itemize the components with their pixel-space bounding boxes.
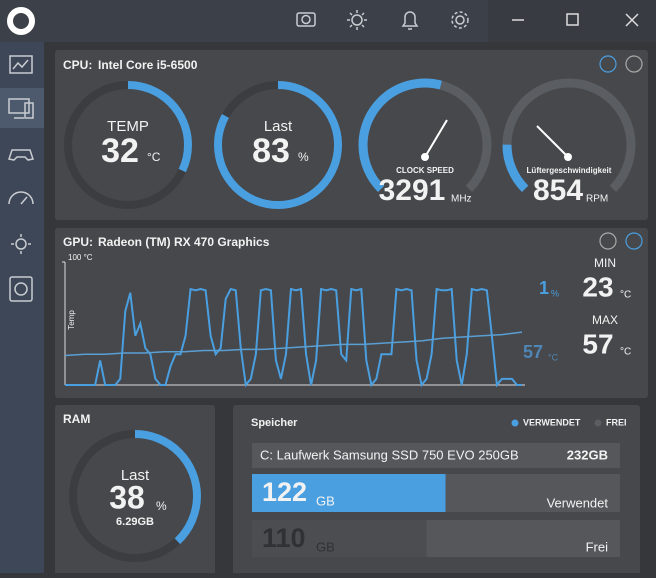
used-label: Verwendet (547, 495, 609, 510)
free-value: 110 (262, 523, 306, 553)
legend-label: VERWENDET (523, 417, 581, 427)
clock-hub (421, 153, 429, 161)
y-tick-label: 100 °C (68, 253, 93, 262)
nav-lighting[interactable] (11, 234, 31, 254)
graph-view-button[interactable] (625, 55, 643, 73)
fan-hub (564, 153, 572, 161)
legend-dot (594, 419, 602, 427)
y-axis-label: Temp (67, 310, 76, 330)
gauge-arc (69, 430, 201, 562)
legend-dot (511, 419, 519, 427)
nav-dashboard[interactable] (9, 55, 33, 74)
gauge-arc (214, 81, 342, 209)
free-label: Frei (586, 539, 609, 554)
camera-button[interactable] (296, 12, 316, 27)
current-temp: 57 (523, 342, 543, 362)
clock-title: CLOCK SPEED (396, 166, 454, 175)
fan-value: 854 (533, 174, 583, 207)
used-unit: GB (316, 493, 335, 508)
cpu-label: CPU: (63, 58, 92, 72)
min-label: MIN (594, 256, 616, 270)
gpu-label: GPU: (63, 235, 93, 249)
nav-pc[interactable] (8, 98, 34, 119)
current-temp-unit: °C (548, 352, 559, 362)
gpu-line (65, 287, 522, 388)
free-unit: GB (316, 539, 335, 554)
gpu-panel (55, 228, 648, 398)
fan-arc (502, 78, 636, 212)
load-unit: % (298, 150, 309, 164)
max-unit: °C (620, 347, 631, 358)
ram-label: RAM (63, 412, 90, 426)
drive-row (252, 443, 620, 468)
cpu-model: Intel Core i5-6500 (98, 58, 198, 72)
window-controls (488, 0, 656, 42)
nav-audio[interactable] (9, 276, 33, 302)
used-bar (252, 474, 446, 512)
nav-games[interactable] (8, 149, 34, 161)
logo (7, 7, 35, 35)
fan-unit: RPM (586, 194, 608, 205)
storage-title: Speicher (251, 417, 298, 429)
ram-unit: % (156, 499, 167, 513)
current-load: 1 (539, 278, 549, 298)
notifications-button[interactable] (401, 11, 419, 30)
legend-label: FREI (606, 417, 627, 427)
temp-unit: °C (147, 150, 161, 164)
clock-needle (424, 119, 448, 158)
temp-title: TEMP (107, 118, 149, 135)
gpu-line (64, 331, 523, 357)
temp-value: 32 (101, 132, 139, 170)
min-unit: °C (620, 290, 631, 301)
clock-unit: MHz (451, 194, 472, 205)
fan-title: Lüftergeschwindigkeit (527, 166, 612, 175)
close-button[interactable] (625, 13, 639, 27)
drive-total: 232GB (567, 447, 608, 462)
min-value: 23 (582, 271, 613, 302)
max-label: MAX (592, 313, 618, 327)
gauge-view-button[interactable] (599, 232, 617, 250)
gauge-view-button[interactable] (599, 55, 617, 73)
fan-needle (536, 125, 569, 158)
drive-name: C: Laufwerk Samsung SSD 750 EVO 250GB (260, 447, 519, 462)
gauge-arc (64, 81, 192, 209)
ram-title: Last (121, 467, 150, 484)
cpu-panel (55, 50, 648, 220)
sidebar-selected (0, 88, 44, 128)
max-value: 57 (582, 328, 613, 359)
used-value: 122 (262, 477, 307, 507)
graph-view-button[interactable] (625, 232, 643, 250)
nav-tuning[interactable] (8, 191, 34, 205)
load-title: Last (264, 118, 293, 135)
sidebar (0, 42, 44, 573)
settings-button[interactable] (451, 11, 469, 29)
gpu-model: Radeon (TM) RX 470 Graphics (98, 235, 270, 249)
free-bar (252, 520, 427, 557)
maximize-button[interactable] (566, 13, 579, 26)
clock-value: 3291 (379, 174, 446, 207)
current-load-unit: % (551, 288, 559, 298)
ram-value: 38 (109, 479, 145, 515)
load-value: 83 (252, 132, 290, 170)
ram-used: 6.29GB (116, 516, 154, 528)
brightness-button[interactable] (347, 10, 367, 30)
